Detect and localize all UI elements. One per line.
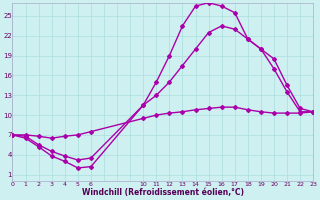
X-axis label: Windchill (Refroidissement éolien,°C): Windchill (Refroidissement éolien,°C): [82, 188, 244, 197]
